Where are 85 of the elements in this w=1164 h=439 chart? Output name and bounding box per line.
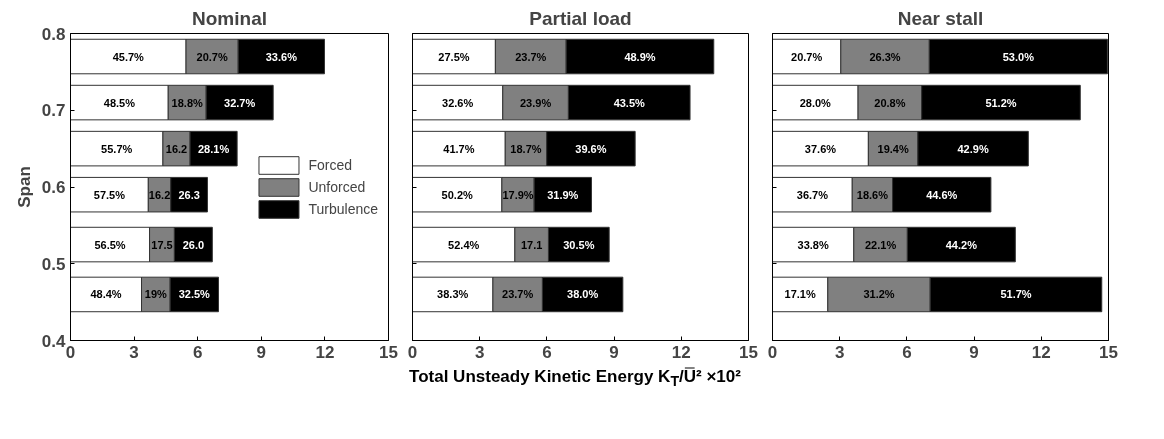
annotation: 26.3% [869,50,901,63]
x-tick-label: 15 [739,342,758,362]
annotation: 23.7% [515,50,547,63]
annotation: 36.7% [796,188,829,201]
annotation: 48.5% [103,96,136,109]
legend-label: Forced [308,156,353,173]
legend-label: Unforced [308,178,366,195]
legend-label: Turbulence [308,200,378,217]
annotation: 18.8% [171,96,204,109]
annotation: 23.7% [502,288,534,301]
annotation: 18.7% [510,142,542,155]
x-tick-label: 9 [609,342,619,362]
annotation: 30.5% [563,238,595,251]
annotation: 17.5 [151,238,173,251]
annotation: 38.3% [437,288,469,301]
x-tick-label: 12 [315,342,335,362]
annotation: 41.7% [443,142,475,155]
x-tick-label: 15 [1099,342,1118,362]
annotation: 38.0% [567,288,599,301]
annotation: 17.1 [520,238,543,251]
annotation: 57.5% [93,188,126,201]
x-tick-label: 0 [407,342,418,362]
y-tick-label: 0.7 [41,101,66,121]
annotation: 48.4% [90,288,122,301]
x-tick-label: 9 [969,342,979,362]
annotation: 43.5% [613,96,646,109]
annotation: 50.2% [441,188,473,201]
annotation: 56.5% [94,238,126,251]
annotation: 19.4% [877,142,909,155]
x-tick-label: 12 [1031,342,1051,362]
annotation: 20.7% [196,50,228,63]
annotation: 20.7% [791,50,823,63]
chart-title: Partial load [529,7,632,29]
annotation: 32.5% [178,288,211,301]
annotation: 28.0% [799,96,832,109]
annotation: 17.9% [502,188,534,201]
annotation: 16.2 [165,142,188,155]
x-tick-label: 6 [902,342,912,362]
annotation: 53.0% [1002,50,1035,63]
annotation: 55.7% [101,142,133,155]
annotation: 37.6% [804,142,837,155]
x-tick-label: 6 [542,342,552,362]
x-tick-label: 0 [767,342,778,362]
annotation: 20.8% [874,96,906,109]
annotation: 32.6% [442,96,474,109]
annotation: 26.0 [182,238,205,251]
annotation: 17.1% [784,288,816,301]
y-tick-label: 0.4 [41,331,67,351]
annotation: 45.7% [112,50,145,63]
annotation: 22.1% [864,238,897,251]
y-tick-label: 0.8 [41,24,66,44]
annotation: 42.9% [957,142,989,155]
y-tick-label: 0.5 [41,254,66,274]
annotation: 48.9% [624,50,656,63]
annotation: 31.9% [547,188,579,201]
annotation: 19% [144,288,168,301]
annotation: 28.1% [198,142,230,155]
y-axis-title: Span [14,166,34,208]
annotation: 18.6% [856,188,889,201]
annotation: 31.2% [863,288,895,301]
annotation: 52.4% [448,238,480,251]
annotation: 51.2% [985,96,1017,109]
x-tick-label: 15 [379,342,398,362]
annotation: 27.5% [438,50,470,63]
chart-title: Near stall [897,7,984,29]
chart-title: Nominal [192,7,267,29]
annotation: 51.7% [1000,288,1032,301]
x-tick-label: 0 [65,342,76,362]
annotation: 16.2 [148,188,171,201]
x-tick-label: 12 [671,342,691,362]
annotation: 23.9% [519,96,552,109]
annotation: 39.6% [575,142,607,155]
annotation: 44.6% [926,188,958,201]
annotation: 33.8% [797,238,829,251]
x-axis-title: Total Unsteady Kinetic Energy K$_{T}$/U̿² ×10² [408,366,742,392]
annotation: 32.7% [224,96,256,109]
y-tick-label: 0.6 [41,178,66,197]
annotation: 33.6% [265,50,298,63]
x-tick-label: 3 [129,342,139,362]
x-tick-label: 6 [192,342,203,362]
x-tick-label: 3 [834,342,845,362]
x-tick-label: 9 [256,342,267,362]
annotation: 44.2% [945,238,978,251]
annotation: 26.3 [178,188,200,201]
x-tick-label: 3 [474,342,485,362]
